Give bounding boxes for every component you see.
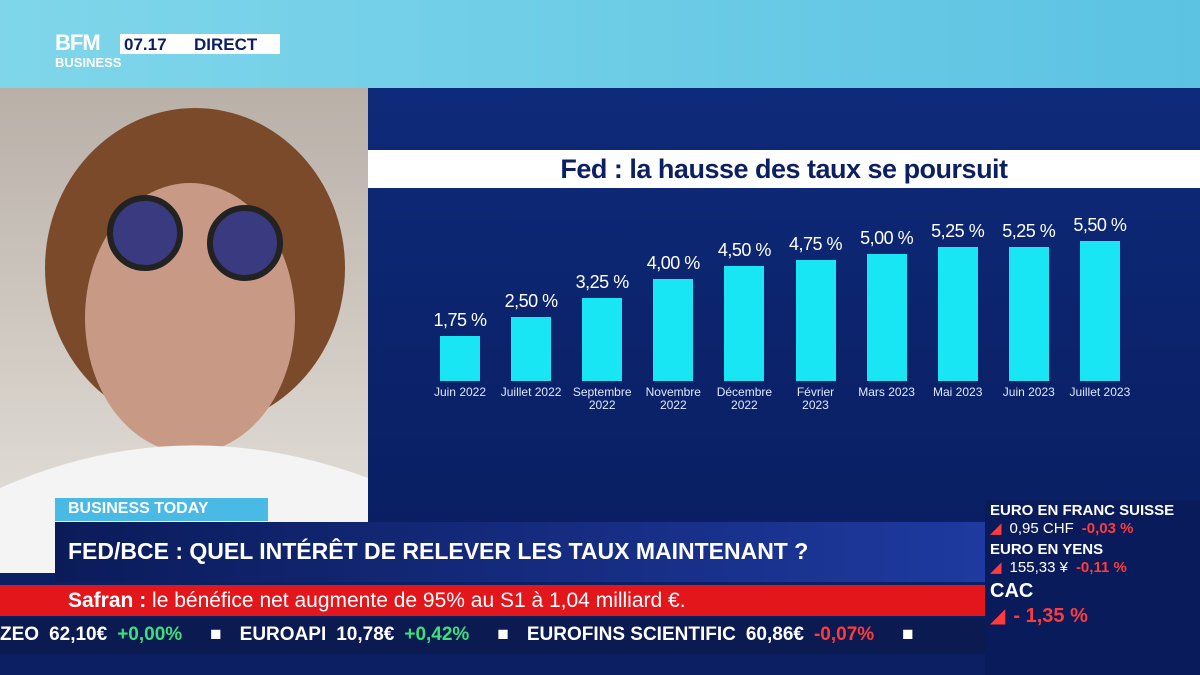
bar (795, 259, 836, 381)
video-feed (0, 88, 368, 573)
x-tick-label: Septembre 2022 (572, 385, 632, 412)
x-tick-label: Novembre 2022 (645, 385, 701, 412)
value-label: 3,25 % (575, 272, 630, 293)
headline-bar (55, 522, 985, 582)
market-line: ◢ - 1,35 % (990, 603, 1200, 628)
market-change: -0,11 % (1075, 559, 1127, 576)
value-label: 2,50 % (504, 291, 559, 312)
news: Safran : le bénéfice net augmente de 95%… (68, 589, 686, 613)
bar (653, 279, 694, 381)
ticker-sep: ■ (497, 624, 509, 645)
ticker-change: +0,00% (117, 624, 183, 645)
market-change: -0,03 % (1081, 520, 1134, 537)
markets: EURO EN FRANC SUISSE ◢ 0,95 CHF -0,03 % EURO… (990, 502, 1200, 632)
market-name: EURO EN FRANC SUISSE (990, 502, 1175, 519)
news-text: le bénéfice net augmente de 95% au S1 à … (152, 589, 686, 612)
bar (440, 336, 480, 381)
bar (1079, 240, 1120, 381)
ticker-name: ZEO (0, 624, 40, 645)
ticker-price: 10,78€ (336, 624, 395, 645)
market: CAC ◢ - 1,35 % (990, 580, 1200, 628)
bar (724, 266, 765, 381)
ticker: ZEO 62,10€ +0,00% ■ EUROAPI 10,78€ +0,42% ■ EURO… (0, 624, 932, 646)
ticker-bar (0, 618, 985, 654)
value-label: 5,25 % (931, 221, 985, 242)
x-tick-label: Mars 2023 (858, 385, 915, 399)
value-label: 5,25 % (1002, 221, 1056, 242)
value-label: 1,75 % (433, 310, 487, 331)
market-name: CAC (990, 580, 1034, 602)
x-tick-label: Mai 2023 (933, 385, 983, 399)
market: EURO EN FRANC SUISSE ◢ 0,95 CHF -0,03 % (990, 502, 1200, 537)
news-bar (0, 585, 985, 616)
bar (582, 298, 623, 381)
value-label: 4,00 % (646, 253, 701, 273)
market-name: EURO EN YENS (990, 541, 1104, 558)
headline: FED/BCE : QUEL INTÉRÊT DE RELEVER LES TA… (68, 538, 809, 564)
logo-sub: BUSINESS (55, 55, 122, 70)
bar (937, 247, 978, 381)
ticker-change: -0,07% (813, 624, 875, 645)
value-label: 5,50 % (1073, 214, 1127, 235)
x-tick-label: Juin 2023 (1002, 385, 1055, 399)
show-name: BUSINESS TODAY (68, 500, 209, 517)
show-tag (55, 498, 268, 521)
markets-panel (985, 500, 1200, 675)
x-tick-label: Juillet 2022 (500, 385, 562, 399)
logo: BFM (55, 30, 101, 55)
ticker-sep: ■ (210, 624, 222, 645)
market-arrow: ◢ (990, 605, 1006, 627)
market-line: ◢ 155,33 ¥ -0,11 % (990, 558, 1200, 576)
ticker-name: EUROAPI (239, 624, 327, 645)
x-tick-label: Juin 2022 (433, 385, 487, 399)
bar (866, 253, 907, 381)
ticker-price: 62,10€ (49, 624, 108, 645)
value-label: 4,50 % (717, 240, 772, 261)
value-label: 5,00 % (860, 227, 914, 248)
live: DIRECT (194, 35, 258, 54)
x-tick-label: Décembre 2022 (716, 385, 773, 412)
live-box (120, 34, 280, 54)
news-company: Safran : (68, 589, 147, 612)
value-label: 4,75 % (788, 233, 843, 254)
x-tick-label: Juillet 2023 (1069, 385, 1131, 399)
ticker-sep: ■ (902, 624, 914, 645)
title-bar (368, 150, 1200, 188)
market-value: 0,95 CHF (1009, 520, 1074, 537)
market-arrow: ◢ (990, 520, 1002, 537)
bar (1008, 247, 1049, 381)
x-tick-label: Février 2023 (796, 385, 835, 412)
ticker-price: 60,86€ (745, 624, 804, 645)
market-line: ◢ 0,95 CHF -0,03 % (990, 519, 1200, 537)
market-arrow: ◢ (990, 559, 1002, 576)
market: EURO EN YENS ◢ 155,33 ¥ -0,11 % (990, 541, 1200, 576)
chart-title: Fed : la hausse des taux se poursuit (560, 154, 1008, 184)
ticker-name: EUROFINS SCIENTIFIC (526, 624, 736, 645)
bar (511, 317, 552, 381)
market-change: - 1,35 % (1013, 605, 1088, 627)
time: 07.17 (124, 35, 167, 54)
market-value: 155,33 ¥ (1009, 559, 1068, 576)
ticker-change: +0,42% (404, 624, 470, 645)
